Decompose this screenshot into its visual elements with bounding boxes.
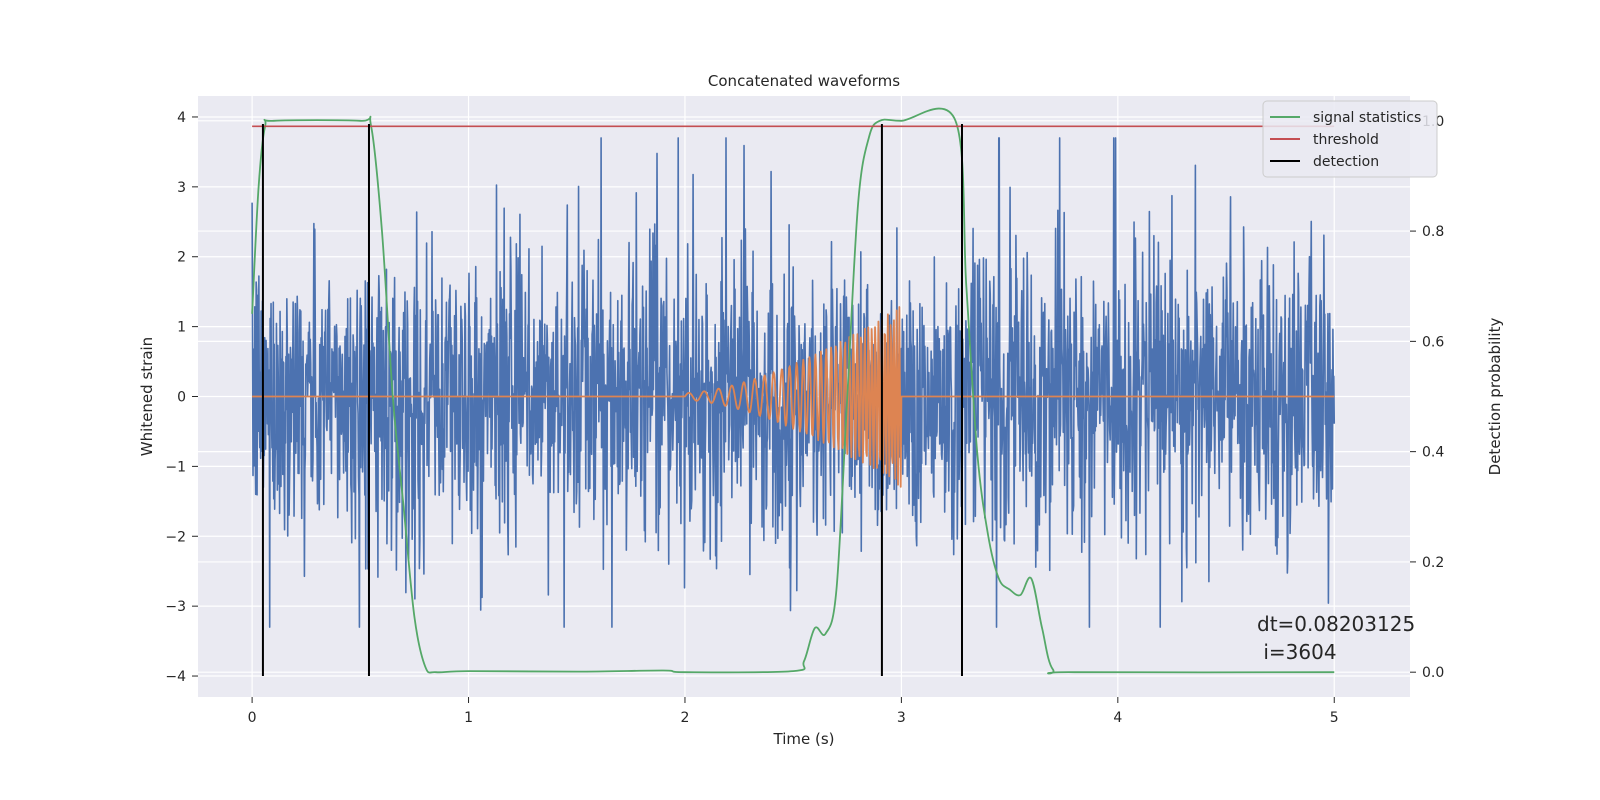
x-tick-label: 0: [248, 710, 257, 726]
y-tick-label: −2: [165, 529, 186, 545]
y2-tick-label: 0.4: [1422, 445, 1444, 461]
y2-tick-label: 0.6: [1422, 334, 1444, 350]
annotation-index: i=3604: [1257, 640, 1337, 664]
chart-title: Concatenated waveforms: [708, 72, 900, 90]
y-tick-label: 1: [177, 320, 186, 336]
y-tick-label: 0: [177, 390, 186, 406]
x-tick-label: 2: [681, 710, 690, 726]
signal-statistics-line: [251, 107, 1335, 675]
y-tick-label: −3: [165, 599, 186, 615]
legend-label-signal-statistics: signal statistics: [1313, 110, 1421, 126]
y-tick-label: −4: [165, 669, 186, 685]
y-tick-label: 4: [177, 110, 186, 126]
y2-axis-label: Detection probability: [1486, 318, 1504, 476]
x-tick-label: 4: [1113, 710, 1122, 726]
legend-box: [1262, 100, 1438, 178]
annotation-dt: dt=0.08203125: [1257, 612, 1415, 636]
legend-label-threshold: threshold: [1313, 132, 1379, 148]
y-tick-label: 2: [177, 250, 186, 266]
y2-tick-label: 0.0: [1422, 665, 1444, 681]
waveform-series-line: [251, 306, 1335, 488]
y-axis-label: Whitened strain: [138, 337, 156, 456]
x-axis-label: Time (s): [773, 730, 835, 748]
y-tick-label: 3: [177, 180, 186, 196]
x-tick-label: 3: [897, 710, 906, 726]
y2-tick-label: 0.8: [1422, 224, 1444, 240]
x-tick-label: 1: [464, 710, 473, 726]
y-tick-label: −1: [165, 459, 186, 475]
series-layer: [251, 107, 1336, 677]
y2-tick-label: 0.2: [1422, 555, 1444, 571]
strain-series-line: [251, 137, 1336, 628]
legend: signal statistics threshold detection: [1262, 100, 1438, 178]
legend-label-detection: detection: [1313, 154, 1379, 170]
x-tick-label: 5: [1330, 710, 1339, 726]
